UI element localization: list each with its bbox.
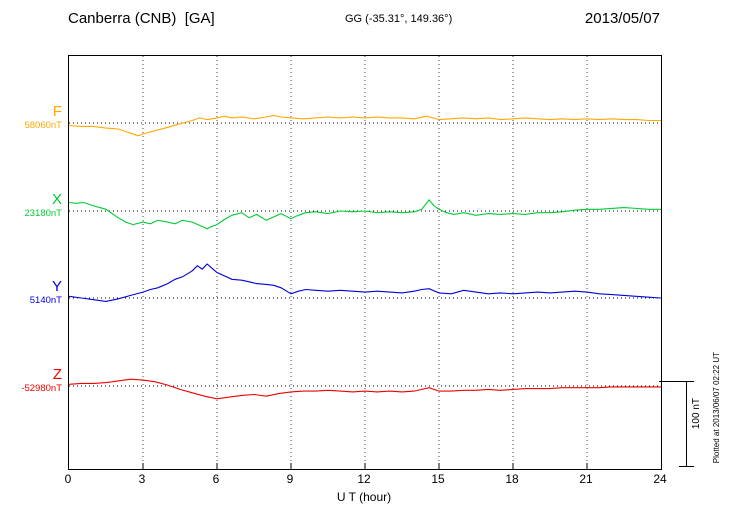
- x-tick-label: 15: [431, 472, 445, 486]
- scale-bar-vertical: [686, 381, 687, 466]
- series-label-X: X 23180nT: [0, 191, 62, 219]
- x-tick-label: 9: [286, 472, 294, 486]
- plot-area: [68, 55, 662, 470]
- x-tick-label: 0: [64, 472, 72, 486]
- series-baseline-value: -52980nT: [21, 383, 62, 394]
- x-tick-label: 24: [653, 472, 667, 486]
- station-title: Canberra (CNB) [GA]: [68, 10, 215, 27]
- x-tick-label: 6: [212, 472, 220, 486]
- series-baseline-value: 23180nT: [24, 208, 62, 219]
- magnetogram-traces: [69, 56, 661, 469]
- station-coordinates: GG (-35.31°, 149.36°): [345, 13, 453, 25]
- scale-bar-bottom-tick: [679, 466, 694, 467]
- trace-Y: [69, 263, 661, 302]
- x-tick-label: 18: [505, 472, 519, 486]
- series-label-Y: Y 5140nT: [0, 278, 62, 306]
- trace-X: [69, 199, 661, 230]
- series-baseline-value: 58060nT: [24, 120, 62, 131]
- scale-bar-top-tick: [659, 381, 694, 382]
- series-name: X: [51, 191, 62, 208]
- x-tick-label: 12: [357, 472, 371, 486]
- series-name: Z: [52, 366, 62, 383]
- x-axis-tick-labels: 0 3 6 9 12 15 18 21 24: [64, 472, 667, 486]
- x-tick-label: 21: [579, 472, 593, 486]
- plot-date: 2013/05/07: [584, 10, 660, 27]
- trace-Z: [69, 378, 661, 400]
- scale-bar-label: 100 nT: [691, 398, 702, 430]
- x-tick-label: 3: [138, 472, 146, 486]
- x-axis-title: U T (hour): [336, 490, 392, 504]
- series-name: Y: [51, 278, 62, 295]
- series-baseline-value: 5140nT: [29, 295, 62, 306]
- series-label-Z: Z -52980nT: [0, 366, 62, 394]
- series-label-F: F 58060nT: [0, 103, 62, 131]
- trace-F: [69, 114, 661, 137]
- plotted-timestamp-note: Plotted at 2013/06/07 02:22 UT: [712, 352, 721, 464]
- series-name: F: [52, 103, 62, 120]
